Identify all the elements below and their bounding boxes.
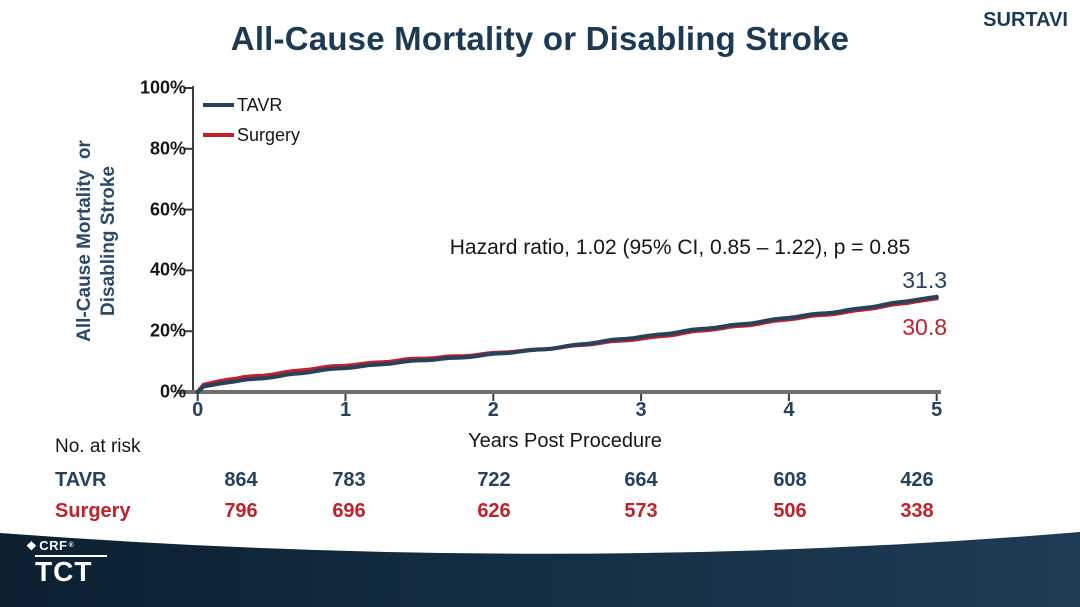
registered-mark: ® bbox=[68, 542, 75, 549]
tavr-line-swatch bbox=[203, 103, 234, 107]
risk-count: 722 bbox=[477, 469, 511, 491]
crf-logo-row: ❖ CRF ® bbox=[26, 538, 107, 553]
risk-table-heading: No. at risk bbox=[55, 436, 141, 457]
chart-legend: TAVR Surgery bbox=[203, 90, 300, 150]
tct-logo-text: TCT bbox=[35, 556, 93, 587]
surgery-line-swatch bbox=[203, 133, 234, 137]
risk-row-label: Surgery bbox=[55, 500, 131, 522]
risk-count: 626 bbox=[477, 500, 511, 522]
x-tick-label: 1 bbox=[339, 399, 352, 421]
risk-count: 608 bbox=[773, 469, 807, 491]
tavr-end-value: 31.3 bbox=[902, 267, 947, 293]
risk-row-label: TAVR bbox=[55, 469, 107, 491]
trial-name-badge: SURTAVI bbox=[983, 9, 1068, 31]
y-axis-title: All-Cause Mortality or Disabling Stroke bbox=[71, 81, 123, 401]
footer-swoosh-band bbox=[0, 532, 1080, 607]
tct-logo: ❖ CRF ® TCT bbox=[26, 538, 107, 586]
y-tick-label: 20% bbox=[149, 320, 186, 341]
risk-count: 864 bbox=[224, 469, 258, 491]
x-tick-label: 0 bbox=[192, 399, 204, 421]
surgery-end-value: 30.8 bbox=[902, 314, 947, 340]
y-tick-label: 0% bbox=[159, 381, 186, 402]
risk-count: 664 bbox=[624, 469, 658, 491]
y-tick-label: 100% bbox=[139, 77, 186, 98]
legend-label-tavr: TAVR bbox=[237, 94, 283, 115]
x-tick-label: 2 bbox=[487, 399, 499, 421]
legend-label-surgery: Surgery bbox=[237, 124, 301, 145]
risk-row-surgery: Surgery 796 696 626 573 506 338 bbox=[0, 500, 1080, 524]
crf-diamond-icon: ❖ bbox=[26, 538, 38, 553]
swoosh-shape bbox=[0, 532, 1080, 607]
x-tick-label: 3 bbox=[635, 399, 647, 421]
risk-count: 796 bbox=[224, 500, 258, 522]
y-axis-title-line1: All-Cause Mortality or bbox=[74, 140, 95, 342]
y-tick-label: 80% bbox=[149, 138, 186, 159]
km-curve-tavr bbox=[195, 294, 939, 394]
legend-item-tavr: TAVR bbox=[203, 90, 300, 120]
legend-item-surgery: Surgery bbox=[203, 120, 300, 150]
x-tick-label: 5 bbox=[931, 399, 943, 421]
x-tick-label: 4 bbox=[783, 399, 795, 421]
risk-count: 696 bbox=[332, 500, 366, 522]
risk-count: 783 bbox=[332, 469, 366, 491]
y-tick-label: 60% bbox=[149, 199, 186, 220]
risk-count: 338 bbox=[900, 500, 934, 522]
y-tick-label: 40% bbox=[149, 259, 186, 280]
logo-divider-line bbox=[35, 555, 107, 557]
x-axis-title: Years Post Procedure bbox=[468, 430, 662, 452]
y-axis-title-line2: Disabling Stroke bbox=[98, 166, 119, 316]
risk-count: 506 bbox=[773, 500, 807, 522]
crf-logo-text: CRF bbox=[39, 538, 68, 553]
page-title: All-Cause Mortality or Disabling Stroke bbox=[230, 20, 850, 57]
risk-count: 573 bbox=[624, 500, 658, 522]
risk-count: 426 bbox=[900, 469, 934, 491]
hazard-ratio-annotation: Hazard ratio, 1.02 (95% CI, 0.85 – 1.22)… bbox=[449, 236, 911, 259]
risk-row-tavr: TAVR 864 783 722 664 608 426 bbox=[0, 469, 1080, 493]
